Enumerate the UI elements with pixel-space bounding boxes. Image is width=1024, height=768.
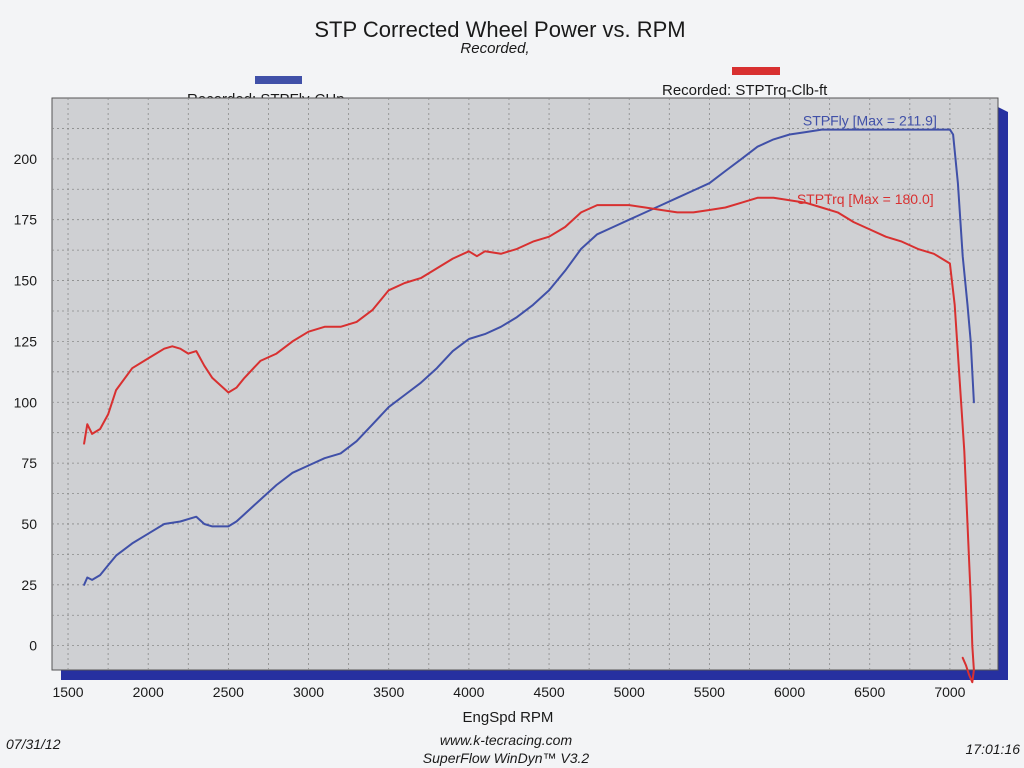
series-annotation-stptrq: STPTrq [Max = 180.0] bbox=[797, 191, 934, 207]
series-annotation-stpfly: STPFly [Max = 211.9] bbox=[803, 113, 937, 129]
series bbox=[83, 128, 975, 684]
x-tick-label: 2500 bbox=[213, 684, 244, 700]
footer-software: SuperFlow WinDyn™ V3.2 bbox=[423, 750, 590, 766]
y-tick-label: 175 bbox=[14, 212, 38, 228]
x-tick-label: 6500 bbox=[854, 684, 885, 700]
legend-label-torque: Recorded: STPTrq-Clb-ft bbox=[662, 82, 828, 99]
x-tick-label: 4500 bbox=[533, 684, 564, 700]
footer-time: 17:01:16 bbox=[966, 741, 1021, 757]
plot-area bbox=[51, 97, 999, 671]
y-tick-label: 50 bbox=[21, 516, 37, 532]
legend-swatch-power bbox=[255, 76, 302, 84]
y-tick-label: 150 bbox=[14, 273, 38, 289]
y-tick-label: 75 bbox=[21, 455, 37, 471]
x-tick-label: 3500 bbox=[373, 684, 404, 700]
x-tick-label: 6000 bbox=[774, 684, 805, 700]
x-tick-label: 5500 bbox=[694, 684, 725, 700]
y-tick-label: 200 bbox=[14, 151, 38, 167]
x-axis-ticks: 1500 2000 2500 3000 3500 4000 4500 5000 5500 6000… bbox=[52, 684, 965, 700]
legend-swatch-torque bbox=[732, 67, 780, 75]
y-tick-label: 0 bbox=[29, 638, 37, 654]
y-tick-label: 100 bbox=[14, 394, 38, 410]
footer-website: www.k-tecracing.com bbox=[440, 732, 573, 748]
chart-subtitle: Recorded, bbox=[460, 40, 529, 57]
x-tick-label: 1500 bbox=[52, 684, 83, 700]
x-tick-label: 7000 bbox=[934, 684, 965, 700]
grid bbox=[52, 98, 998, 670]
y-tick-label: 125 bbox=[14, 333, 38, 349]
x-tick-label: 4000 bbox=[453, 684, 484, 700]
chart-title: STP Corrected Wheel Power vs. RPM bbox=[314, 17, 685, 42]
x-tick-label: 2000 bbox=[133, 684, 164, 700]
x-tick-label: 5000 bbox=[614, 684, 645, 700]
series-line-stptrq bbox=[83, 196, 975, 684]
annotations: STPFly [Max = 211.9] STPTrq [Max = 180.0] bbox=[797, 113, 937, 207]
footer-date: 07/31/12 bbox=[6, 736, 61, 752]
x-axis-label: EngSpd RPM bbox=[463, 709, 554, 726]
y-tick-label: 25 bbox=[21, 577, 37, 593]
series-line-stpfly bbox=[83, 128, 975, 586]
y-axis-ticks: 0 25 50 75 100 125 150 175 200 bbox=[14, 151, 38, 654]
x-tick-label: 3000 bbox=[293, 684, 324, 700]
